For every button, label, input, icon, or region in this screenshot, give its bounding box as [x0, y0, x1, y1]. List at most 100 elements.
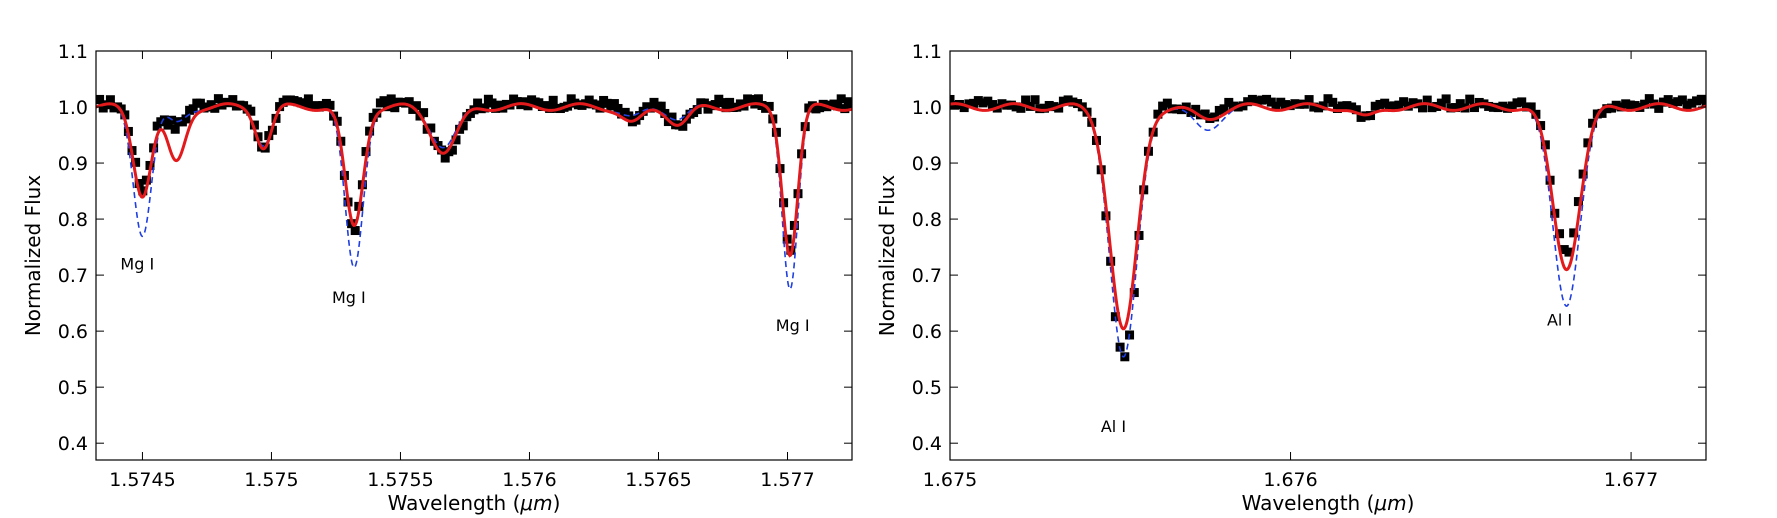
observed-point: [451, 135, 461, 145]
y-tick-label: 0.9: [912, 153, 942, 175]
observed-point: [1262, 94, 1272, 104]
observed-point: [1153, 109, 1163, 119]
observed-point: [1555, 229, 1565, 239]
line-annotation: Mg I: [332, 288, 366, 307]
observed-point: [1512, 98, 1522, 108]
observed-point: [141, 175, 151, 185]
observed-point: [1630, 101, 1640, 111]
observed-point: [1200, 109, 1210, 119]
observed-point: [1427, 103, 1437, 113]
observed-point: [721, 103, 731, 113]
observed-point: [120, 110, 130, 120]
observed-point: [1271, 101, 1281, 111]
observed-point: [105, 95, 115, 105]
observed-point: [1314, 103, 1324, 113]
observed-point: [1531, 109, 1541, 119]
x-tick-label: 1.5745: [109, 469, 175, 491]
observed-point: [1441, 94, 1451, 104]
observed-point: [458, 121, 468, 131]
observed-point: [959, 103, 969, 113]
observed-point: [1644, 94, 1654, 104]
observed-point: [1654, 103, 1664, 113]
observed-point: [1342, 101, 1352, 111]
observed-point: [1455, 99, 1465, 109]
observed-point: [1280, 100, 1290, 110]
observed-point: [1011, 102, 1021, 112]
observed-point: [1276, 97, 1286, 107]
y-tick-label: 1.0: [58, 97, 88, 119]
observed-point: [1370, 101, 1380, 111]
observed-point: [840, 104, 850, 114]
observed-point: [1347, 102, 1357, 112]
observed-points: [950, 94, 1706, 362]
observed-point: [613, 103, 623, 113]
observed-point: [437, 145, 447, 155]
x-tick-label: 1.5765: [625, 469, 691, 491]
observed-point: [545, 103, 555, 113]
observed-point: [1158, 101, 1168, 111]
x-tick-label: 1.575: [244, 469, 298, 491]
observed-point: [1436, 98, 1446, 108]
observed-point: [1030, 95, 1040, 105]
y-tick-label: 0.8: [912, 209, 942, 231]
observed-point: [1507, 101, 1517, 111]
observed-point: [1682, 100, 1692, 110]
observed-point: [473, 98, 483, 108]
observed-point: [390, 103, 400, 113]
observed-point: [833, 101, 843, 111]
observed-point: [134, 179, 144, 189]
observed-point: [1266, 97, 1276, 107]
observed-point: [847, 100, 852, 110]
observed-point: [1356, 112, 1366, 122]
observed-point: [1247, 94, 1257, 104]
y-tick-label: 0.5: [58, 377, 88, 399]
observed-point: [1446, 103, 1456, 113]
observed-point: [692, 105, 702, 115]
observed-point: [1573, 197, 1583, 207]
observed-point: [1668, 98, 1678, 108]
y-axis-label: Normalized Flux: [21, 175, 45, 337]
observed-point: [950, 94, 955, 104]
observed-point: [1611, 100, 1621, 110]
x-axis-label: Wavelength (μm): [388, 491, 561, 515]
observed-point: [1351, 105, 1361, 115]
observed-point: [1469, 103, 1479, 113]
observed-point: [487, 98, 497, 108]
observed-point: [1257, 95, 1267, 105]
observed-point: [170, 124, 180, 134]
observed-point: [699, 98, 709, 108]
observed-point: [725, 97, 735, 107]
observed-point: [1394, 100, 1404, 110]
y-tick-label: 0.4: [58, 433, 88, 455]
observed-point: [1418, 103, 1427, 113]
observed-point: [163, 120, 173, 130]
plot-area: [950, 94, 1706, 362]
observed-point: [325, 100, 335, 110]
observed-point: [246, 106, 256, 116]
x-tick-label: 1.675: [923, 469, 977, 491]
observed-point: [300, 99, 310, 109]
observed-point: [1692, 96, 1702, 106]
y-tick-label: 1.1: [912, 41, 942, 63]
observed-point: [1332, 103, 1342, 113]
y-tick-label: 1.0: [912, 97, 942, 119]
y-tick-label: 0.6: [912, 321, 942, 343]
observed-point: [1384, 101, 1394, 111]
observed-point: [210, 103, 220, 113]
observed-point: [1323, 94, 1333, 104]
observed-point: [1399, 97, 1409, 107]
observed-point: [480, 103, 490, 113]
observed-point: [1380, 98, 1390, 108]
observed-point: [131, 157, 141, 167]
observed-point: [213, 94, 223, 104]
observed-point: [1044, 100, 1054, 110]
observed-point: [973, 96, 983, 106]
line-annotation: Al I: [1101, 417, 1126, 436]
y-axis-label: Normalized Flux: [875, 175, 899, 337]
observed-point: [1191, 104, 1201, 114]
observed-point: [1488, 102, 1498, 112]
observed-point: [1214, 105, 1224, 115]
observed-point: [411, 101, 421, 111]
observed-point: [988, 100, 998, 110]
